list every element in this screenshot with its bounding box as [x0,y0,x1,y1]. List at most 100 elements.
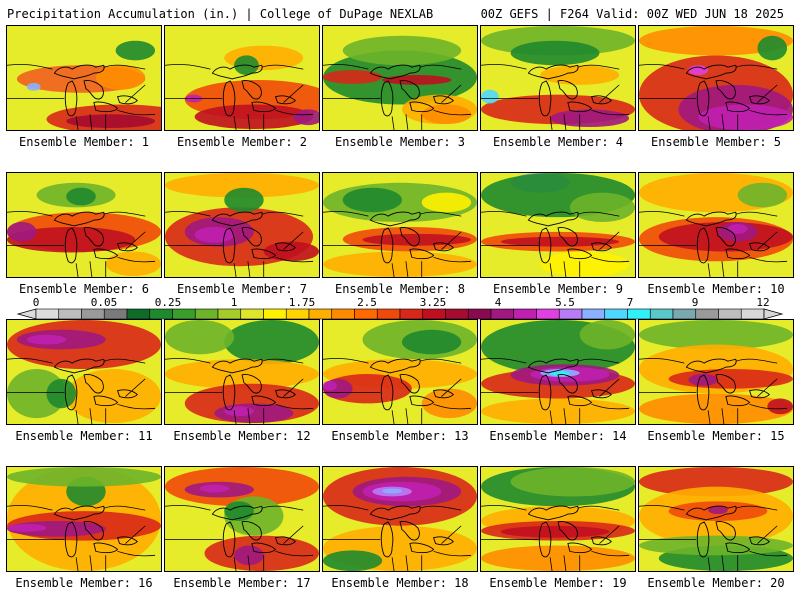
precip-blob [26,82,41,91]
member-caption: Ensemble Member: 15 [647,429,785,443]
precip-blob [510,40,600,66]
precip-blob [224,320,319,365]
precip-blob [481,89,499,104]
precip-blob [263,241,319,262]
precip-blob [323,70,383,84]
colorbar-swatch [558,308,583,320]
precip-blob [401,329,462,355]
colorbar-left-arrow [16,308,37,320]
colorbar-swatch [194,308,219,320]
precip-blob [708,506,728,515]
great-lakes-outline [527,358,612,411]
precip-blob [7,226,136,253]
colorbar-tick-label: 12 [756,296,770,309]
ensemble-member-map-7 [164,172,320,278]
colorbar-swatch [604,308,628,320]
member-caption: Ensemble Member: 7 [176,282,308,296]
ensemble-member-map-9 [480,172,636,278]
ensemble-member-map-13 [322,319,478,425]
colorbar-tick-label: 2.5 [357,296,377,309]
colorbar-swatch [217,308,242,320]
precip-blob [26,334,67,345]
member-caption: Ensemble Member: 4 [492,135,624,149]
precip-blob [165,320,235,355]
precip-blob [194,104,314,130]
great-lakes-outline [211,505,296,558]
state-borders [323,211,472,277]
colorbar-swatch [126,308,151,320]
state-borders [639,505,788,571]
precipitation-field [165,26,319,130]
great-lakes-outline [53,505,138,558]
precip-blob [639,467,793,497]
precip-blob [66,187,96,206]
precip-blob [421,192,472,213]
precip-blob [510,467,635,497]
colorbar-swatch [376,308,401,320]
precip-blob [639,535,793,556]
colorbar-tick-label: 3.25 [419,296,447,309]
state-borders [7,211,156,277]
great-lakes-outline [685,211,770,264]
precip-blob [194,226,235,243]
colorbar-swatch [467,308,492,320]
great-lakes-outline [369,64,454,117]
precip-blob [639,26,793,56]
colorbar-tick-label: 5.5 [555,296,575,309]
member-caption: Ensemble Member: 1 [18,135,150,149]
state-borders [7,358,156,424]
precip-blob [382,75,452,85]
precipitation-field [323,173,477,277]
colorbar-swatches [16,308,784,320]
precip-blob [737,182,788,208]
member-caption: Ensemble Member: 11 [15,429,153,443]
ensemble-member-map-14 [480,319,636,425]
precipitation-field [481,173,635,277]
colorbar-tick-label: 0.25 [154,296,182,309]
precip-blob [579,320,635,350]
precip-blob [95,65,146,90]
precip-blob [540,251,630,277]
precip-blob [698,104,793,130]
colorbar: 0 0.05 0.25 1 1.75 2.5 3.25 4 5.5 7 9 12 [0,296,800,324]
colorbar-swatch [58,308,82,320]
state-borders [481,64,630,130]
precipitation-field [481,320,635,424]
state-borders [481,358,630,424]
colorbar-swatch [445,308,469,320]
precip-blob [66,114,156,129]
precipitation-field [639,467,793,571]
state-borders [481,505,630,571]
precip-blob [115,40,156,61]
precip-blob [323,251,477,277]
state-borders [165,505,314,571]
colorbar-tick-label: 1 [230,296,238,309]
great-lakes-outline [369,358,454,411]
great-lakes-outline [369,505,454,558]
colorbar-swatch [103,308,128,320]
great-lakes-outline [53,211,138,264]
colorbar-swatch [422,308,446,320]
colorbar-tick-label: 1.75 [288,296,316,309]
colorbar-swatch [695,308,719,320]
precip-blob [165,173,319,198]
colorbar-tick-label: 0 [32,296,40,309]
precip-blob [7,369,67,419]
precip-blob [481,398,635,424]
great-lakes-outline [527,505,612,558]
colorbar-tick-label: 9 [691,296,699,309]
colorbar-tick-label: 4 [494,296,502,309]
great-lakes-outline [211,211,296,264]
ensemble-member-map-18 [322,466,478,572]
state-borders [165,211,314,277]
member-caption: Ensemble Member: 3 [334,135,466,149]
precipitation-field [323,26,477,130]
member-caption: Ensemble Member: 14 [489,429,627,443]
precip-blob [342,187,402,213]
great-lakes-outline [211,64,296,117]
colorbar-tick-label: 0.05 [90,296,118,309]
state-borders [7,505,156,571]
precip-blob [7,523,47,532]
great-lakes-outline [527,64,612,117]
precip-blob [293,109,319,126]
